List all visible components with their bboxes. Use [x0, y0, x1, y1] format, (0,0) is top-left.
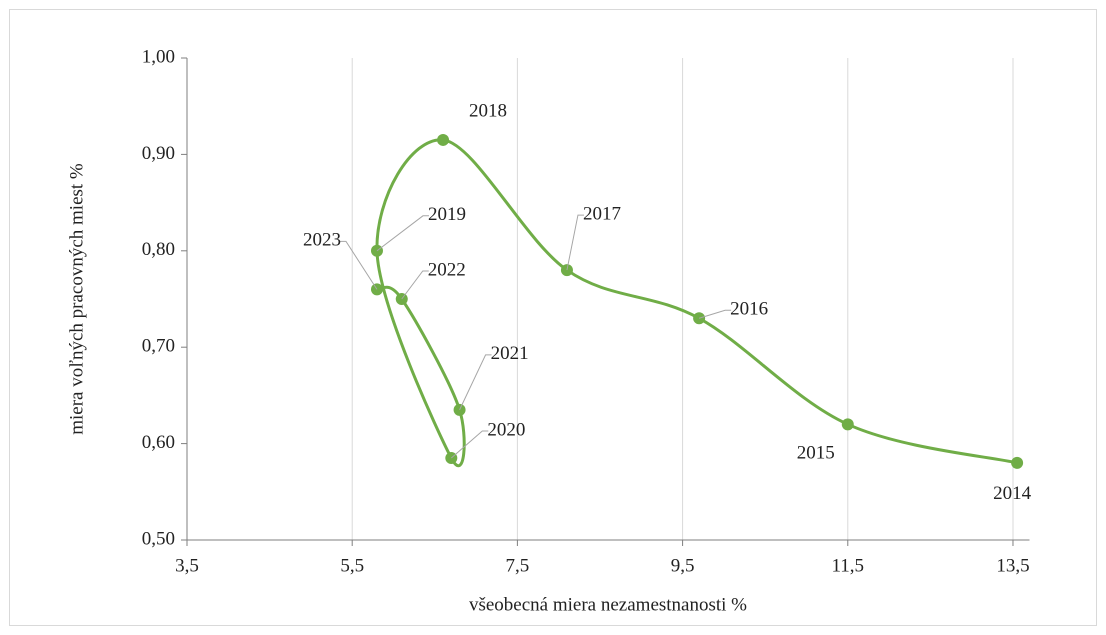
chart-border [9, 9, 1097, 626]
data-label: 2016 [730, 299, 768, 320]
leader-line [376, 215, 429, 252]
y-tick-label: 1,00 [142, 46, 175, 67]
data-label: 2018 [469, 100, 507, 121]
y-tick-label: 0,60 [142, 432, 175, 453]
leader-line [459, 354, 492, 411]
data-label: 2023 [303, 230, 341, 251]
leader-line [698, 309, 732, 319]
data-label: 2017 [583, 203, 621, 224]
leader-line [566, 214, 584, 271]
data-label: 2020 [487, 419, 525, 440]
y-axis-title: miera voľných pracovných miest % [66, 163, 87, 435]
leader-line [339, 240, 378, 290]
y-tick-label: 0,70 [142, 336, 175, 357]
leader-line [450, 430, 489, 459]
x-tick-label: 9,5 [671, 555, 695, 576]
x-tick-label: 5,5 [340, 555, 364, 576]
data-label: 2014 [993, 483, 1032, 504]
x-tick-label: 7,5 [506, 555, 530, 576]
data-label: 2019 [428, 204, 466, 225]
data-point [841, 418, 854, 431]
data-label: 2022 [428, 259, 466, 280]
data-label: 2021 [491, 343, 529, 364]
leader-line [401, 270, 429, 300]
data-label: 2015 [797, 443, 835, 464]
y-tick-label: 0,80 [142, 239, 175, 260]
data-point [1011, 456, 1024, 469]
x-tick-label: 11,5 [832, 555, 865, 576]
series-line [375, 138, 1018, 468]
x-axis-title: všeobecná miera nezamestnanosti % [469, 594, 747, 615]
y-tick-label: 0,90 [142, 143, 175, 164]
x-tick-label: 3,5 [175, 555, 199, 576]
y-tick-label: 0,50 [142, 528, 175, 549]
x-tick-label: 13,5 [996, 555, 1029, 576]
data-point [437, 133, 450, 146]
